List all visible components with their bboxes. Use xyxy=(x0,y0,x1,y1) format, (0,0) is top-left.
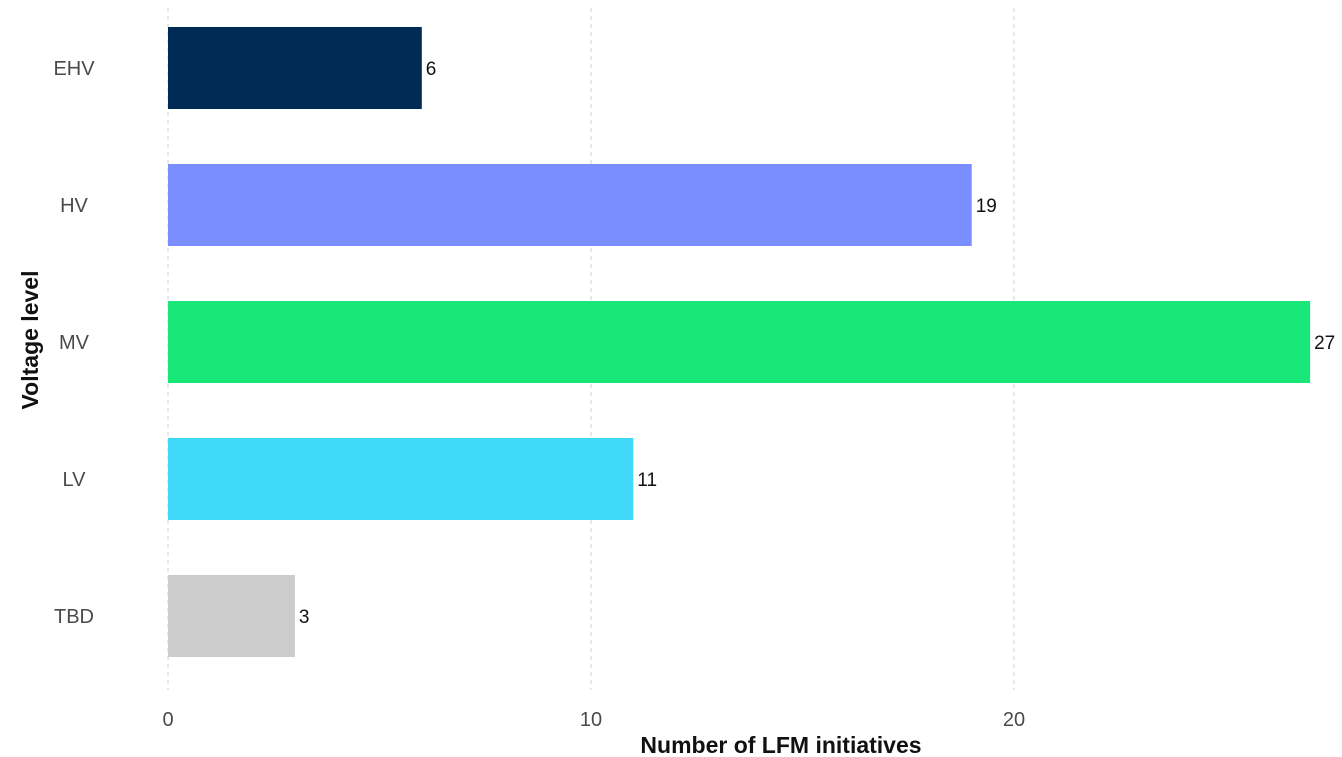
bar-mv xyxy=(168,301,1311,383)
bar-ehv xyxy=(168,27,422,109)
y-category-label: TBD xyxy=(54,606,94,628)
labels: 0 10 20 EHV 6 HV 19 MV 27 LV 11 TBD 3 xyxy=(53,58,1335,731)
bar-value-label: 19 xyxy=(976,196,997,217)
y-category-label: EHV xyxy=(53,58,95,80)
y-category-label: HV xyxy=(60,195,88,217)
x-tick-label: 20 xyxy=(1003,709,1025,731)
bar-hv xyxy=(168,164,972,246)
x-tick-label: 0 xyxy=(162,709,173,731)
bar-lv xyxy=(168,438,634,520)
bar-value-label: 6 xyxy=(426,59,437,80)
bar-value-label: 27 xyxy=(1314,333,1335,354)
x-tick-label: 10 xyxy=(580,709,602,731)
bar-tbd xyxy=(168,575,295,657)
x-axis-title: Number of LFM initiatives xyxy=(640,732,921,757)
bar-value-label: 11 xyxy=(637,470,657,491)
bars xyxy=(168,27,1311,657)
y-axis-title: Voltage level xyxy=(17,271,43,410)
y-category-label: LV xyxy=(63,469,87,491)
y-category-label: MV xyxy=(59,332,90,354)
bar-value-label: 3 xyxy=(299,607,310,628)
